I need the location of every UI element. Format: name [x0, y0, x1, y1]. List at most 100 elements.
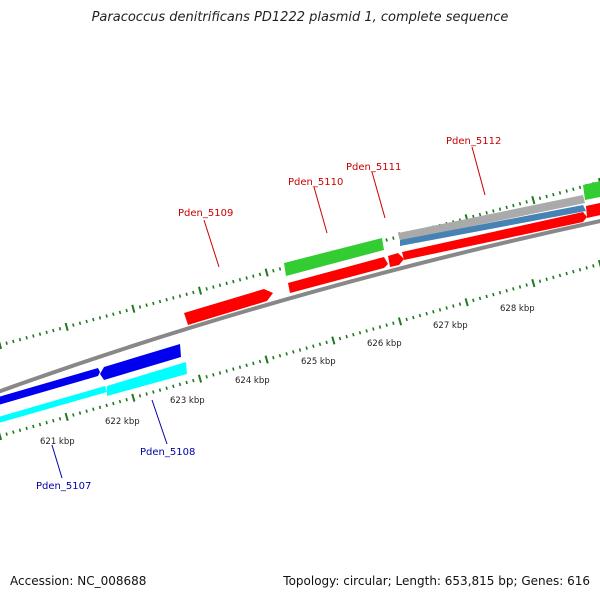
pden-5111-leader: [371, 171, 386, 219]
minor-tick: [5, 432, 8, 436]
minor-tick: [512, 203, 515, 208]
gene-label-pden-5111[interactable]: Pden_5111: [346, 162, 401, 173]
minor-tick: [545, 277, 548, 282]
minor-tick: [12, 430, 15, 434]
minor-tick: [105, 314, 108, 318]
major-tick: [0, 432, 3, 441]
minor-tick: [72, 413, 75, 417]
minor-tick: [392, 236, 395, 240]
minor-tick: [38, 422, 42, 427]
tick-row-lower: [0, 259, 600, 441]
backbone: [0, 219, 600, 394]
scale-label-628: 628 kbp: [500, 304, 535, 314]
minor-tick: [412, 315, 415, 320]
minor-tick: [192, 378, 195, 383]
accession-text: Accession: NC_008688: [10, 574, 147, 588]
gene-label-pden-5109[interactable]: Pden_5109: [178, 208, 233, 219]
minor-tick: [25, 336, 28, 340]
minor-tick: [285, 352, 288, 356]
minor-tick: [18, 428, 22, 433]
minor-tick: [558, 273, 562, 278]
gene-pden-5110-feature[interactable]: [284, 238, 388, 293]
gene-pden-5111-feature[interactable]: [388, 253, 404, 267]
pden-5109-leader: [203, 219, 220, 268]
minor-tick: [272, 355, 275, 360]
minor-tick: [292, 350, 295, 354]
minor-tick: [85, 409, 88, 413]
minor-tick: [592, 264, 595, 268]
gene-next-feature[interactable]: [583, 180, 600, 218]
minor-tick: [165, 386, 168, 390]
minor-tick: [78, 411, 82, 415]
tick-row-upper: [0, 177, 600, 350]
minor-tick: [178, 382, 182, 387]
minor-tick: [358, 331, 362, 335]
minor-tick: [452, 304, 455, 308]
major-tick: [0, 341, 3, 350]
scale-label-622: 622 kbp: [105, 417, 140, 427]
minor-tick: [472, 214, 475, 219]
gene-label-pden-5107[interactable]: Pden_5107: [36, 481, 91, 492]
minor-tick: [118, 399, 122, 404]
major-tick: [131, 393, 136, 402]
minor-tick: [505, 205, 508, 210]
minor-tick: [492, 292, 495, 297]
minor-tick: [25, 426, 28, 431]
minor-tick: [118, 310, 122, 315]
minor-tick: [12, 339, 15, 344]
minor-tick: [578, 267, 582, 272]
major-tick: [64, 322, 69, 332]
minor-tick: [252, 361, 255, 366]
minor-tick: [172, 296, 175, 300]
minor-tick: [472, 298, 475, 303]
minor-tick: [58, 417, 62, 421]
minor-tick: [18, 337, 22, 342]
scale-label-626: 626 kbp: [367, 339, 402, 349]
gene-pden-5109-feature[interactable]: [184, 289, 273, 325]
minor-tick: [245, 363, 248, 368]
minor-tick: [432, 310, 435, 314]
minor-tick: [5, 341, 8, 345]
gene-label-pden-5112[interactable]: Pden_5112: [446, 136, 501, 147]
gene-pden-5112-feature[interactable]: [398, 195, 587, 260]
scale-label-621: 621 kbp: [40, 437, 75, 447]
scale-label-625: 625 kbp: [301, 357, 336, 367]
minor-tick: [218, 371, 222, 375]
minor-tick: [32, 334, 35, 338]
minor-tick: [498, 290, 502, 295]
minor-tick: [212, 285, 215, 289]
minor-tick: [32, 424, 35, 429]
minor-tick: [352, 332, 355, 337]
minor-tick: [125, 397, 128, 402]
pden-5107-leader: [51, 444, 63, 479]
minor-tick: [552, 192, 555, 197]
minor-tick: [185, 380, 188, 385]
minor-tick: [238, 365, 242, 369]
major-tick: [531, 278, 536, 288]
minor-tick: [565, 189, 568, 193]
minor-tick: [158, 388, 162, 392]
minor-tick: [145, 392, 148, 396]
minor-tick: [185, 292, 188, 297]
major-tick: [197, 286, 203, 295]
minor-tick: [492, 209, 495, 213]
pden-5108-leader: [151, 399, 168, 445]
minor-tick: [518, 201, 522, 206]
minor-tick: [45, 420, 48, 425]
minor-tick: [158, 299, 162, 304]
gene-pden-5107-feature[interactable]: [0, 368, 107, 424]
minor-tick: [258, 272, 262, 277]
minor-tick: [98, 405, 102, 410]
minor-tick: [72, 323, 75, 327]
scale-label-623: 623 kbp: [170, 396, 205, 406]
major-tick: [597, 259, 600, 268]
major-tick: [197, 374, 203, 383]
minor-tick: [552, 275, 555, 280]
minor-tick: [138, 394, 142, 398]
major-tick: [464, 298, 469, 307]
gene-label-pden-5108[interactable]: Pden_5108: [140, 447, 195, 458]
gene-label-pden-5110[interactable]: Pden_5110: [288, 177, 343, 188]
minor-tick: [312, 344, 315, 348]
minor-tick: [478, 212, 482, 217]
gene-pden-5108-feature[interactable]: [100, 344, 187, 396]
